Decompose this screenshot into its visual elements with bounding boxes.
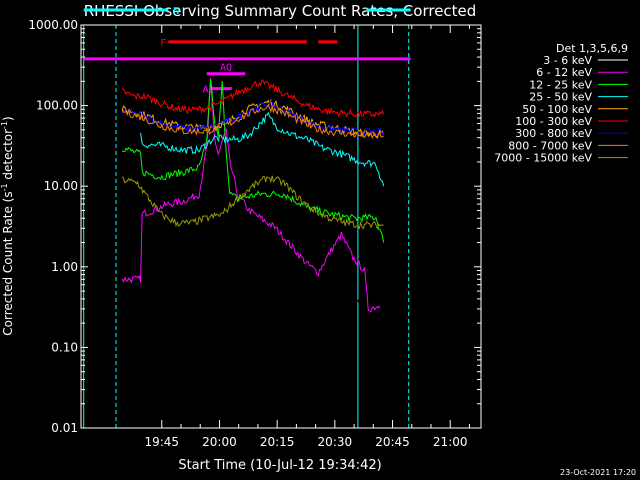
legend-label: 300 - 800 keV [515,127,592,140]
annotation-label: N [173,6,179,17]
y-tick-label: 1.00 [51,260,78,274]
series-line [122,79,385,243]
series-line [121,79,385,118]
footer-date: 23-Oct-2021 17:20 [560,468,636,477]
series-line [121,77,381,313]
series-line [140,111,385,187]
legend-label: 100 - 300 keV [515,115,592,128]
annotation-label: A1 [203,85,215,96]
plot-frame [80,24,482,429]
legend-title: Det 1,3,5,6,9 [556,42,628,55]
legend-label: 6 - 12 keV [536,66,592,79]
legend-label: 800 - 7000 keV [508,139,592,152]
legend-label: 3 - 6 keV [543,54,592,67]
x-axis-label: Start Time (10-Jul-12 19:34:42) [178,458,381,473]
series-line [121,100,385,136]
x-tick-label: 20:45 [375,435,410,449]
x-tick-label: 20:15 [260,435,295,449]
x-tick-label: 19:45 [144,435,179,449]
legend-label: 50 - 100 keV [522,103,592,116]
legend-label: 25 - 50 keV [529,91,592,104]
annotation-label: AQ [220,63,232,74]
annotation-label: F [160,38,166,49]
series-line [121,175,384,230]
x-tick-label: 21:00 [433,435,468,449]
x-tick-label: 20:00 [202,435,237,449]
legend-label: 7000 - 15000 keV [494,152,592,165]
x-tick-label: 20:30 [318,435,353,449]
y-axis-label: Corrected Count Rate (s-1 detector-1) [0,116,15,335]
y-tick-label: 0.01 [51,421,78,435]
y-tick-label: 100.00 [36,99,78,113]
y-tick-label: 10.00 [44,179,78,193]
legend-label: 12 - 25 keV [529,78,592,91]
chart-title: RHESSI Observing Summary Count Rates, Co… [84,2,477,20]
series-line [121,103,384,140]
y-tick-label: 0.10 [51,340,78,354]
y-tick-label: 1000.00 [28,18,78,32]
series-line [121,98,385,138]
series-line [121,179,365,364]
